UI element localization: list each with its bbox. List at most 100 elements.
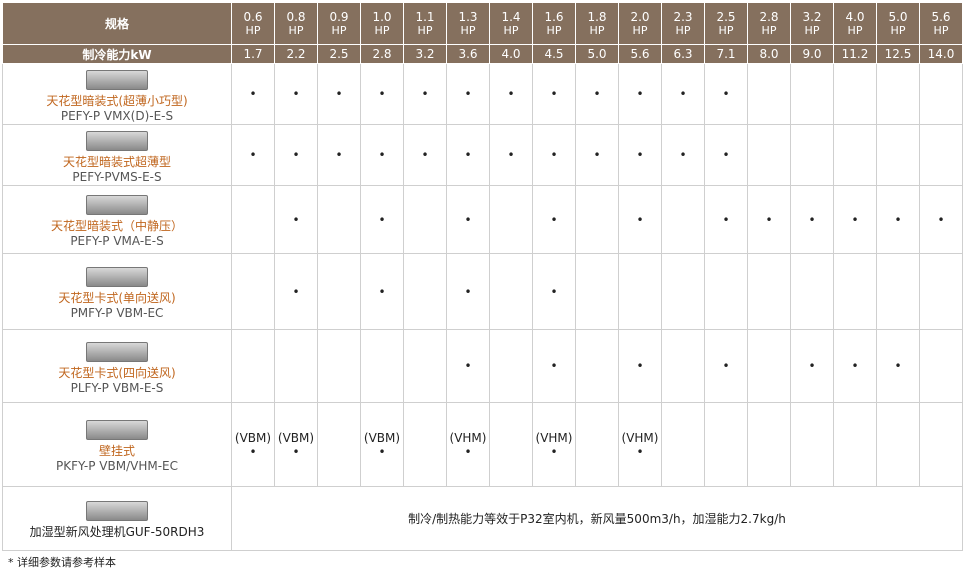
capacity-cell: 7.1 — [704, 44, 748, 64]
unit-image — [86, 341, 148, 362]
spec-cell: • — [704, 63, 748, 125]
spec-label: 规格 — [2, 2, 232, 45]
spec-cell — [919, 253, 963, 330]
spec-cell: • — [618, 124, 662, 186]
dot: • — [894, 212, 902, 227]
capacity-cell: 14.0 — [919, 44, 963, 64]
spec-cell — [661, 253, 705, 330]
model-name: 天花型卡式(单向送风) — [58, 291, 176, 305]
spec-cell — [489, 253, 533, 330]
spec-cell: • — [618, 329, 662, 403]
dot: • — [550, 148, 558, 162]
spec-cell — [618, 253, 662, 330]
capacity-cell: 12.5 — [876, 44, 920, 64]
variant: (VHM) — [449, 430, 487, 445]
spec-cell: • — [360, 63, 404, 125]
model-name: 天花型暗装式超薄型 — [62, 154, 171, 169]
dot: • — [249, 87, 257, 101]
model-cell: 壁挂式 PKFY-P VBM/VHM-EC — [2, 402, 232, 487]
hp-value: 2.8 — [759, 10, 779, 24]
hp-unit: HP — [933, 24, 949, 37]
spec-cell — [575, 402, 619, 487]
model-name: 加湿型新风处理机GUF-50RDH3 — [29, 525, 205, 539]
spec-cell: • — [317, 63, 361, 125]
hp-value: 1.3 — [458, 10, 478, 24]
capacity-cell: 4.5 — [532, 44, 576, 64]
model-row: 壁挂式 PKFY-P VBM/VHM-EC (VBM) • (VBM) • (VBM) • (V… — [2, 402, 963, 487]
spec-cell — [489, 185, 533, 254]
spec-cell: • — [575, 63, 619, 125]
spec-cell: • — [532, 329, 576, 403]
spec-cell — [747, 329, 791, 403]
hp-value: 1.1 — [415, 10, 435, 24]
capacity-row: 制冷能力kW 1.7 2.2 2.5 2.8 3.2 3.6 4.0 4.5 5.0 5.6 6.3 7… — [2, 44, 963, 64]
hp-value: 5.6 — [931, 10, 951, 24]
model-code: PEFY-P VMA-E-S — [70, 234, 164, 248]
spec-cell — [661, 185, 705, 254]
spec-cell: • — [360, 185, 404, 254]
spec-cell — [747, 402, 791, 487]
hp-unit: HP — [546, 24, 562, 37]
spec-cell: (VBM) • — [274, 402, 318, 487]
model-row: 天花型暗装式超薄型 PEFY-PVMS-E-S • • • • • • • • • • • • — [2, 124, 963, 186]
spec-cell — [919, 402, 963, 487]
hp-value: 0.6 — [243, 10, 263, 24]
spec-cell: • — [274, 253, 318, 330]
hp-cell: 2.5 HP — [704, 2, 748, 45]
spec-cell — [575, 329, 619, 403]
hp-cell: 0.8 HP — [274, 2, 318, 45]
capacity-cell: 9.0 — [790, 44, 834, 64]
footnote: * 详细参数请参考样本 — [8, 556, 116, 569]
hp-cell: 3.2 HP — [790, 2, 834, 45]
dot: • — [550, 359, 558, 373]
spec-cell — [833, 63, 877, 125]
capacity-cell: 4.0 — [489, 44, 533, 64]
spec-cell: • — [274, 63, 318, 125]
dot: • — [378, 444, 386, 459]
spec-cell: (VHM) • — [532, 402, 576, 487]
hp-cell: 5.6 HP — [919, 2, 963, 45]
dot: • — [464, 87, 472, 101]
spec-cell — [876, 402, 920, 487]
spec-cell: (VBM) • — [360, 402, 404, 487]
spec-cell — [575, 185, 619, 254]
spec-cell — [876, 253, 920, 330]
spec-cell: • — [704, 329, 748, 403]
hp-cell: 1.1 HP — [403, 2, 447, 45]
dot: • — [851, 359, 859, 373]
spec-cell — [489, 329, 533, 403]
variant: (VBM) — [277, 430, 315, 445]
hp-unit: HP — [589, 24, 605, 37]
dot: • — [636, 148, 644, 162]
spec-cell — [833, 124, 877, 186]
dot: • — [593, 87, 601, 101]
spec-cell — [661, 402, 705, 487]
hp-cell: 1.8 HP — [575, 2, 619, 45]
hp-unit: HP — [374, 24, 390, 37]
model-code: PEFY-P VMX(D)-E-S — [60, 108, 174, 123]
spec-cell — [403, 329, 447, 403]
spec-cell: • — [489, 63, 533, 125]
hp-value: 1.0 — [372, 10, 392, 24]
spec-cell: • — [446, 253, 490, 330]
hp-value: 1.6 — [544, 10, 564, 24]
hp-cell: 5.0 HP — [876, 2, 920, 45]
variant: (VHM) — [535, 430, 573, 445]
spec-cell — [833, 402, 877, 487]
variant: (VHM) — [621, 430, 659, 445]
spec-cell — [489, 402, 533, 487]
spec-cell — [661, 329, 705, 403]
dot: • — [765, 212, 773, 227]
spec-cell: • — [618, 185, 662, 254]
hp-value: 5.0 — [888, 10, 908, 24]
dot: • — [378, 284, 386, 299]
dot: • — [937, 212, 945, 227]
hp-unit: HP — [288, 24, 304, 37]
spec-cell — [403, 253, 447, 330]
variant: (VBM) — [363, 430, 401, 445]
variant: (VBM) — [234, 430, 272, 445]
dot: • — [550, 212, 558, 227]
spec-cell: • — [618, 63, 662, 125]
dot: • — [550, 87, 558, 101]
spec-cell: • — [532, 63, 576, 125]
